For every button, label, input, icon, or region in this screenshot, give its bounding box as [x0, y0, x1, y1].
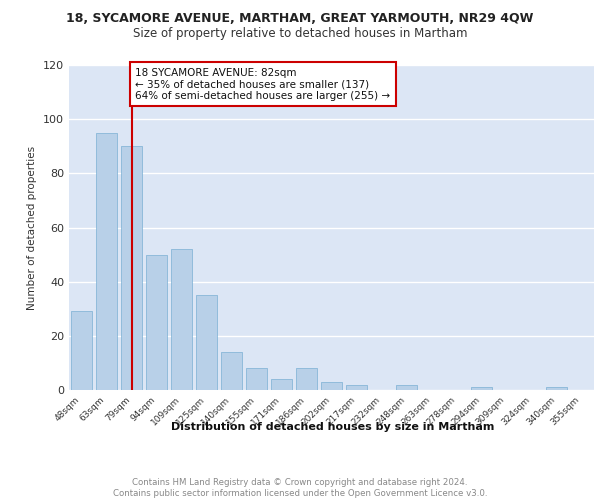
- Bar: [471, 388, 492, 390]
- Bar: [221, 352, 242, 390]
- Y-axis label: Number of detached properties: Number of detached properties: [28, 146, 37, 310]
- Text: 18 SYCAMORE AVENUE: 82sqm
← 35% of detached houses are smaller (137)
64% of semi: 18 SYCAMORE AVENUE: 82sqm ← 35% of detac…: [135, 68, 391, 101]
- Bar: [146, 254, 167, 390]
- Bar: [396, 384, 417, 390]
- Bar: [71, 312, 92, 390]
- Bar: [546, 388, 567, 390]
- Bar: [96, 132, 117, 390]
- Bar: [271, 379, 292, 390]
- Bar: [196, 295, 217, 390]
- Bar: [121, 146, 142, 390]
- Text: Contains HM Land Registry data © Crown copyright and database right 2024.
Contai: Contains HM Land Registry data © Crown c…: [113, 478, 487, 498]
- Bar: [321, 382, 342, 390]
- Text: Distribution of detached houses by size in Martham: Distribution of detached houses by size …: [172, 422, 494, 432]
- Bar: [171, 249, 192, 390]
- Text: Size of property relative to detached houses in Martham: Size of property relative to detached ho…: [133, 28, 467, 40]
- Bar: [346, 384, 367, 390]
- Bar: [296, 368, 317, 390]
- Text: 18, SYCAMORE AVENUE, MARTHAM, GREAT YARMOUTH, NR29 4QW: 18, SYCAMORE AVENUE, MARTHAM, GREAT YARM…: [67, 12, 533, 26]
- Bar: [246, 368, 267, 390]
